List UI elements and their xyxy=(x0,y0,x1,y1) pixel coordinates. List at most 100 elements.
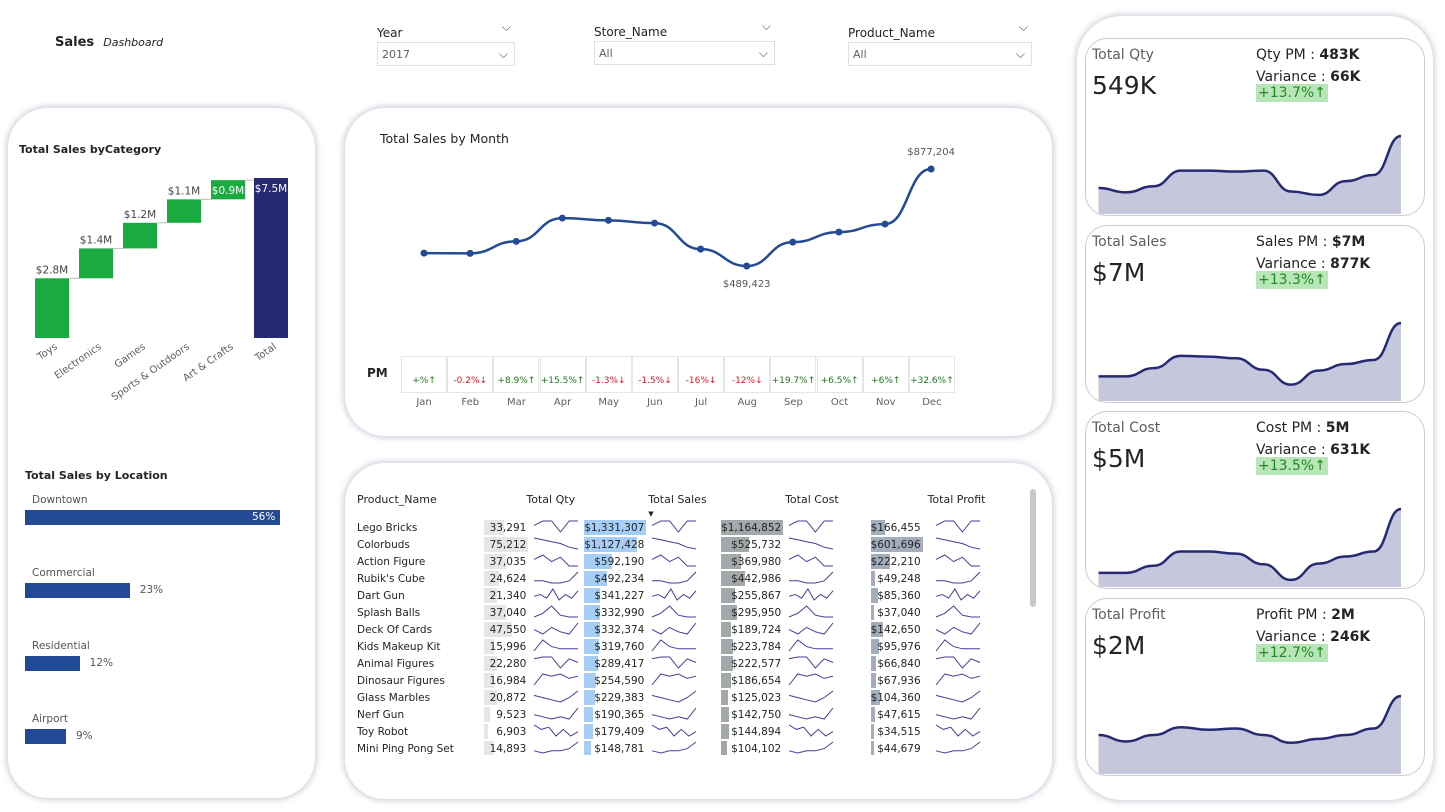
kpi-card: Total Sales $7M Sales PM : $7M Variance … xyxy=(1085,224,1425,403)
trend-line xyxy=(1098,507,1402,582)
category-label: Toys xyxy=(35,341,60,363)
value-cell: $104,102 xyxy=(721,740,783,755)
chevron-down-icon[interactable]: ⌵ xyxy=(501,20,511,34)
table-scrollbar[interactable] xyxy=(1030,489,1036,607)
value-cell: $49,248 xyxy=(870,570,923,587)
value-cell: 20,872 xyxy=(484,689,528,706)
value-cell: 22,280 xyxy=(484,655,528,672)
value-cell: 37,035 xyxy=(484,553,528,570)
product-name: Toy Robot xyxy=(357,725,409,738)
kpi-value: 549K xyxy=(1092,71,1157,100)
value-cell: 37,040 xyxy=(484,604,528,621)
sparkline xyxy=(935,537,980,550)
slicer-product-name[interactable]: Product_Name ⌵ All ⌵ xyxy=(848,20,1032,66)
trend-cell xyxy=(646,689,721,706)
chevron-down-icon[interactable]: ⌵ xyxy=(761,19,771,33)
location-bar xyxy=(25,656,80,671)
table-row[interactable]: Lego Bricks 33,291 $1,331,307 $1,164,852 $16… xyxy=(357,519,1022,536)
sparkline xyxy=(534,656,579,669)
sparkline xyxy=(935,520,980,533)
location-label: Residential xyxy=(32,640,90,652)
sparkline xyxy=(652,690,697,703)
trend-cell xyxy=(923,689,1022,706)
location-chart-title: Total Sales by Location xyxy=(25,469,168,482)
table-row[interactable]: Kids Makeup Kit 15,996 $319,760 $223,784 $95… xyxy=(357,638,1022,655)
table-row[interactable]: Action Figure 37,035 $592,190 $369,980 $222,… xyxy=(357,553,1022,570)
kpi-variance: Variance : 66K +13.7%↑ xyxy=(1256,69,1361,102)
table-row[interactable]: Glass Marbles 20,872 $229,383 $125,023 $104,… xyxy=(357,689,1022,706)
data-label: $0.9M xyxy=(212,185,244,197)
value-cell: 16,984 xyxy=(484,672,528,689)
table-row[interactable]: Rubik's Cube 24,624 $492,234 $442,986 $49,24… xyxy=(357,570,1022,587)
product-dropdown[interactable]: All ⌵ xyxy=(848,42,1032,66)
value-cell: 15,996 xyxy=(484,638,528,655)
area xyxy=(1098,695,1401,774)
kpi-area-chart xyxy=(1098,694,1402,774)
data-point xyxy=(558,214,566,222)
data-point xyxy=(881,220,889,228)
kpi-area-chart xyxy=(1098,134,1402,214)
table-row[interactable]: Toy Robot 6,903 $179,409 $144,894 $34,515 xyxy=(357,723,1022,740)
table-row[interactable]: Splash Balls 37,040 $332,990 $295,950 $37,04… xyxy=(357,604,1022,621)
sales-line xyxy=(423,167,932,268)
trend-cell xyxy=(528,621,584,638)
pm-cell: -12%↓ xyxy=(724,356,771,393)
kpi-pm: Profit PM : 2M xyxy=(1256,606,1355,623)
month-label: Jun xyxy=(647,397,663,408)
slicer-store-name[interactable]: Store_Name ⌵ All ⌵ xyxy=(594,19,775,65)
trend-cell xyxy=(528,587,584,604)
chevron-down-icon: ⌵ xyxy=(758,46,768,60)
header[interactable]: Total Cost xyxy=(785,493,839,506)
area xyxy=(1098,509,1401,587)
header[interactable]: Total Profit xyxy=(927,493,986,506)
sparkline xyxy=(788,673,834,686)
kpi-area-chart xyxy=(1098,321,1402,401)
product-name: Dart Gun xyxy=(357,589,405,602)
header[interactable]: Total Qty xyxy=(526,493,576,506)
sparkline xyxy=(652,741,697,754)
table-row[interactable]: Dart Gun 21,340 $341,227 $255,867 $85,360 xyxy=(357,587,1022,604)
data-label: $2.8M xyxy=(36,264,68,276)
table-row[interactable]: Dinosaur Figures 16,984 $254,590 $186,654 $6… xyxy=(357,672,1022,689)
data-point xyxy=(743,262,751,270)
value-cell: $254,590 xyxy=(584,672,646,689)
month-label: Oct xyxy=(830,397,849,408)
table-row[interactable]: Animal Figures 22,280 $289,417 $222,577 $66,… xyxy=(357,655,1022,672)
chevron-down-icon[interactable]: ⌵ xyxy=(1018,20,1028,34)
table-row[interactable]: Deck Of Cards 47,550 $332,374 $189,724 $142,… xyxy=(357,621,1022,638)
page-title: Sales Dashboard xyxy=(55,35,164,50)
value-cell: 24,624 xyxy=(484,570,528,587)
trend-cell xyxy=(783,723,870,740)
product-name: Dinosaur Figures xyxy=(357,674,445,687)
sparkline xyxy=(935,639,980,652)
trend-cell xyxy=(923,706,1022,723)
table-row[interactable]: Nerf Gun 9,523 $190,365 $142,750 $47,615 xyxy=(357,706,1022,723)
trend-cell xyxy=(528,689,584,706)
table-row[interactable]: Mini Ping Pong Set 14,893 $148,781 $104,102… xyxy=(357,740,1022,755)
month-label: May xyxy=(598,397,620,408)
table-row[interactable]: Colorbuds 75,212 $1,127,428 $525,732 $601,69… xyxy=(357,536,1022,553)
header[interactable]: Product_Name xyxy=(357,493,437,506)
sparkline xyxy=(789,741,834,754)
store-dropdown[interactable]: All ⌵ xyxy=(594,41,775,65)
trend-cell xyxy=(528,570,584,587)
value-cell: $369,980 xyxy=(721,553,783,570)
kpi-value: $2M xyxy=(1092,630,1146,660)
value-cell: 33,291 xyxy=(484,519,528,536)
value-cell: $166,455 xyxy=(870,520,921,535)
year-dropdown[interactable]: 2017 ⌵ xyxy=(377,42,515,66)
header[interactable]: Total Sales ▼ xyxy=(648,493,707,518)
month-label: Aug xyxy=(737,397,757,408)
value-cell: $319,760 xyxy=(584,638,646,655)
kpi-name: Total Sales xyxy=(1092,233,1167,250)
slicer-year[interactable]: Year ⌵ 2017 ⌵ xyxy=(377,20,515,66)
variance-pct-badge: +13.7%↑ xyxy=(1256,84,1328,102)
product-name: Nerf Gun xyxy=(357,708,405,721)
pm-cell: +8.9%↑ xyxy=(493,356,540,393)
data-point xyxy=(697,245,705,253)
value-cell: $104,360 xyxy=(870,690,921,705)
value-cell: $295,950 xyxy=(721,604,783,621)
trend-cell xyxy=(923,740,1022,755)
trend-cell xyxy=(646,706,721,723)
trend-cell xyxy=(783,587,870,604)
